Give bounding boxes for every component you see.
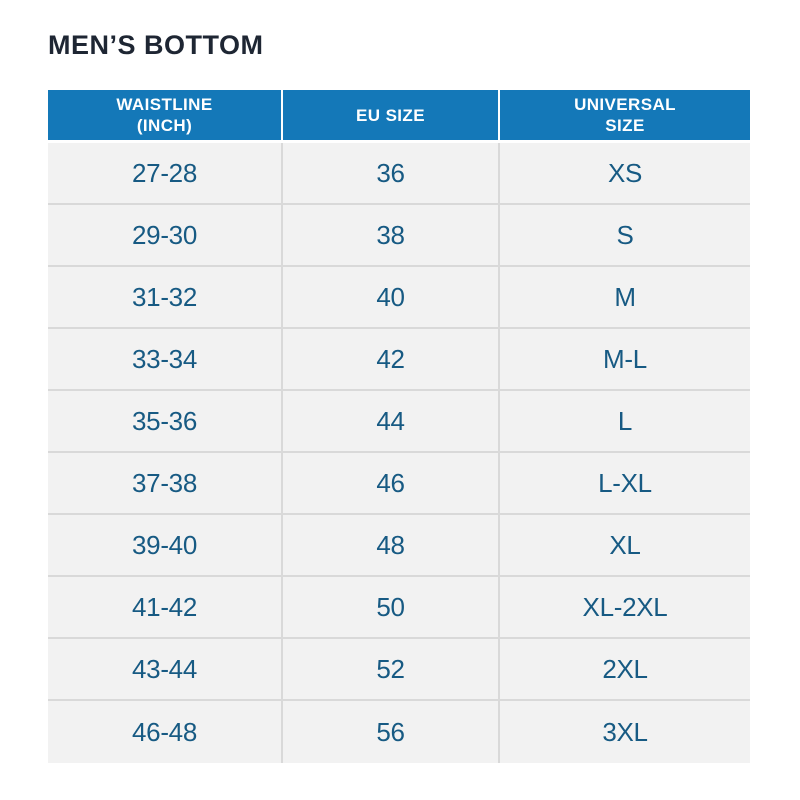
table-cell-eu: 46 bbox=[283, 453, 500, 513]
table-cell-universal: XS bbox=[607, 157, 643, 188]
table-cell-eu: 40 bbox=[283, 267, 500, 327]
size-table: WAISTLINE (INCH) EU SIZE UNIVERSAL SIZE … bbox=[48, 90, 750, 763]
table-body: 27-28 36 XS 29-30 38 S 31-32 40 M 33-34 42 M-L 35-36… bbox=[48, 143, 750, 763]
table-cell-waistline: 46-48 bbox=[48, 701, 283, 763]
table-row: 31-32 40 M bbox=[48, 267, 750, 329]
table-row: 33-34 42 M-L bbox=[48, 329, 750, 391]
table-cell-waistline: 33-34 bbox=[48, 329, 283, 389]
table-cell-waistline: 29-30 bbox=[48, 205, 283, 265]
table-cell-eu: 50 bbox=[283, 577, 500, 637]
table-cell-waistline: 35-36 bbox=[48, 391, 283, 451]
page-title: MEN’S BOTTOM bbox=[48, 30, 264, 60]
table-row: 39-40 48 XL bbox=[48, 515, 750, 577]
table-cell-universal: XL bbox=[609, 529, 641, 560]
table-header-row: WAISTLINE (INCH) EU SIZE UNIVERSAL SIZE bbox=[48, 90, 750, 140]
table-cell-eu: 38 bbox=[283, 205, 500, 265]
table-cell-universal: L bbox=[617, 405, 633, 436]
table-row: 35-36 44 L bbox=[48, 391, 750, 453]
table-cell-universal: 3XL bbox=[602, 716, 648, 747]
table-row: 41-42 50 XL-2XL bbox=[48, 577, 750, 639]
table-row: 37-38 46 L-XL bbox=[48, 453, 750, 515]
table-cell-universal: XL-2XL bbox=[582, 591, 668, 622]
table-cell-waistline: 27-28 bbox=[48, 143, 283, 203]
table-cell-universal: M bbox=[614, 281, 636, 312]
table-row: 27-28 36 XS bbox=[48, 143, 750, 205]
table-cell-universal: L-XL bbox=[598, 467, 652, 498]
table-cell-eu: 48 bbox=[283, 515, 500, 575]
table-cell-eu: 36 bbox=[283, 143, 500, 203]
table-cell-universal: 2XL bbox=[602, 653, 648, 684]
table-cell-waistline: 41-42 bbox=[48, 577, 283, 637]
table-cell-universal: M-L bbox=[603, 343, 647, 374]
column-header-waistline: WAISTLINE (INCH) bbox=[48, 90, 283, 140]
table-cell-universal: S bbox=[616, 219, 634, 250]
table-cell-waistline: 31-32 bbox=[48, 267, 283, 327]
table-cell-eu: 44 bbox=[283, 391, 500, 451]
table-cell-waistline: 39-40 bbox=[48, 515, 283, 575]
table-cell-eu: 52 bbox=[283, 639, 500, 699]
table-cell-eu: 56 bbox=[283, 701, 500, 763]
table-row: 46-48 56 3XL bbox=[48, 701, 750, 763]
table-cell-waistline: 37-38 bbox=[48, 453, 283, 513]
table-cell-waistline: 43-44 bbox=[48, 639, 283, 699]
table-cell-eu: 42 bbox=[283, 329, 500, 389]
table-row: 29-30 38 S bbox=[48, 205, 750, 267]
column-header-universal-size: UNIVERSAL SIZE bbox=[574, 95, 676, 135]
column-header-eu-size: EU SIZE bbox=[283, 90, 500, 140]
table-row: 43-44 52 2XL bbox=[48, 639, 750, 701]
